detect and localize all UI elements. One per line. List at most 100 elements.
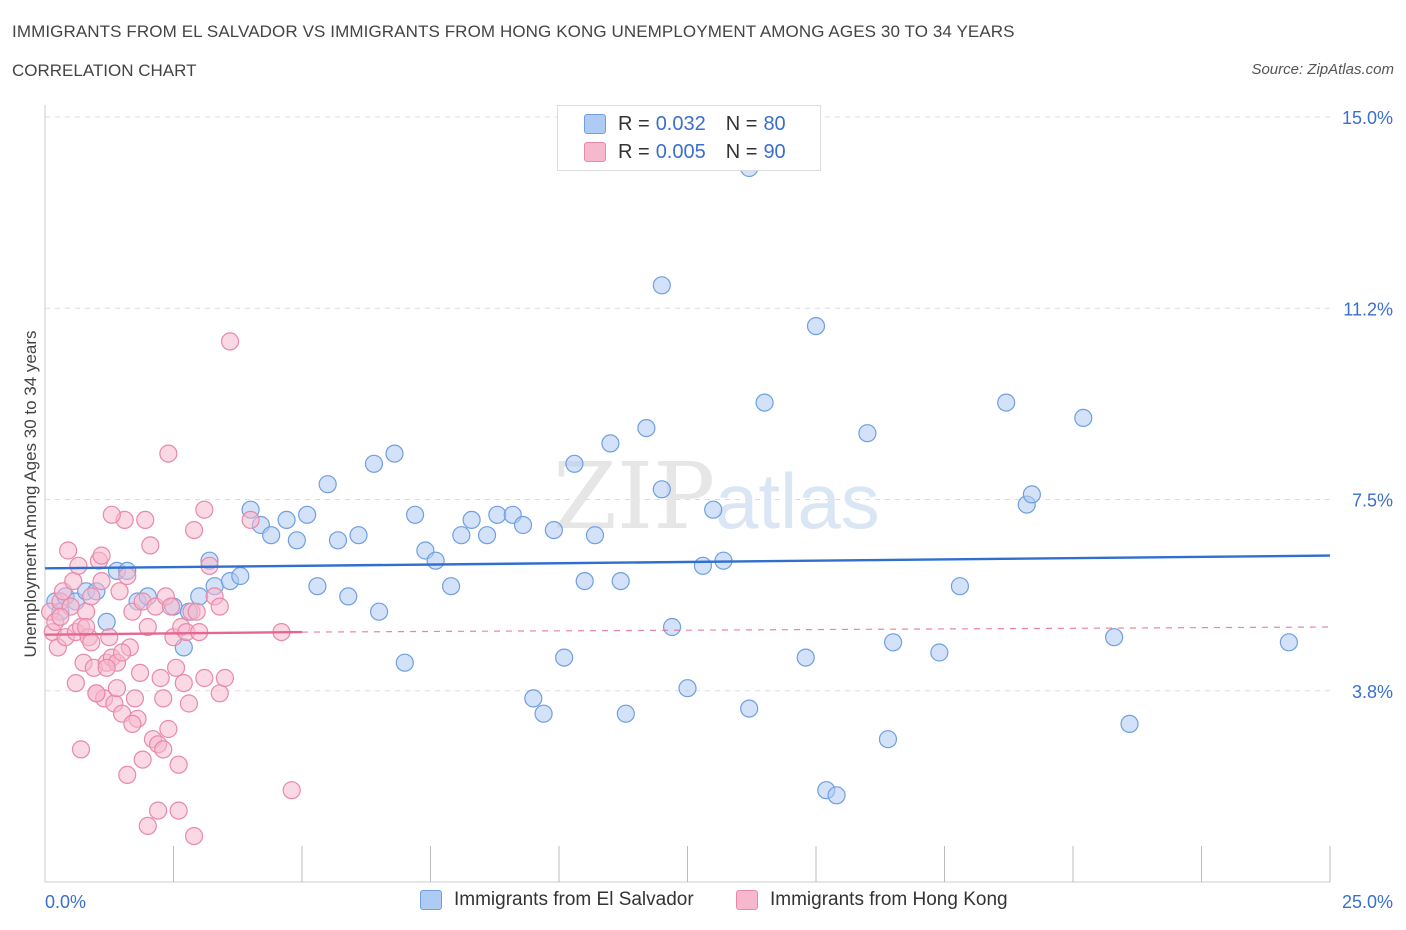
pink-data-point	[102, 505, 121, 524]
legend-swatch-blue	[420, 890, 442, 910]
blue-data-point	[555, 648, 574, 667]
pink-data-point	[159, 719, 178, 739]
blue-data-point	[575, 571, 594, 591]
pink-data-point	[66, 673, 85, 693]
blue-data-point	[97, 612, 116, 632]
n-value: 90	[763, 140, 786, 163]
pink-data-point	[161, 597, 181, 616]
pink-data-point	[69, 556, 88, 575]
blue-data-point	[652, 276, 671, 295]
x-tick-label: 0.0%	[45, 892, 86, 912]
blue-data-point	[652, 480, 671, 499]
pink-data-point	[166, 658, 186, 677]
n-label: N =	[725, 112, 758, 135]
blue-data-point	[534, 704, 553, 723]
pink-data-point	[118, 566, 137, 586]
blue-data-point	[395, 653, 414, 672]
blue-data-point	[585, 526, 605, 545]
pink-data-point	[51, 607, 70, 626]
blue-data-point	[1022, 485, 1041, 504]
blue-data-point	[477, 526, 497, 545]
blue-data-point	[616, 704, 635, 723]
blue-data-point	[565, 454, 584, 473]
pink-data-point	[187, 602, 206, 621]
pink-data-point	[282, 781, 301, 800]
legend-swatch-pink	[584, 142, 606, 162]
pink-data-point	[169, 755, 188, 774]
blue-data-point	[488, 505, 507, 524]
pink-data-point	[110, 582, 129, 601]
n-value: 80	[763, 112, 786, 135]
blue-data-point	[930, 643, 949, 662]
pink-data-point	[92, 546, 111, 565]
blue-data-point	[1279, 633, 1298, 652]
pink-data-point	[174, 673, 193, 693]
chart-title: IMMIGRANTS FROM EL SALVADOR VS IMMIGRANT…	[12, 22, 1015, 41]
blue-data-point	[349, 526, 368, 545]
r-value: 0.032	[655, 112, 706, 135]
blue-data-point	[364, 454, 384, 473]
blue-data-point	[462, 510, 481, 530]
blue-data-point	[544, 520, 563, 540]
blue-data-point	[878, 730, 898, 749]
pink-data-point	[215, 668, 234, 688]
blue-data-point	[827, 786, 846, 805]
blue-data-point	[298, 505, 317, 524]
y-tick-label: 11.2%	[1343, 299, 1393, 319]
blue-data-point	[262, 526, 281, 545]
blue-data-point	[704, 500, 723, 519]
pink-data-point	[210, 597, 229, 616]
pink-data-point	[77, 617, 96, 637]
blue-data-point	[858, 424, 877, 443]
y-tick-label: 3.8%	[1352, 682, 1393, 702]
blue-data-point	[513, 515, 533, 535]
pink-data-point	[59, 541, 78, 560]
pink-data-point	[151, 668, 170, 688]
blue-data-point	[601, 434, 620, 453]
pink-trend-line	[44, 630, 303, 636]
blue-data-point	[441, 577, 461, 596]
blue-data-point	[385, 444, 404, 463]
pink-data-point	[159, 444, 178, 463]
pink-data-point	[97, 658, 116, 677]
pink-data-point	[123, 714, 142, 734]
blue-data-point	[1074, 408, 1093, 427]
source-credit: Source: ZipAtlas.com	[1251, 61, 1394, 78]
pink-data-point	[184, 826, 204, 846]
tick-labels: 15.0% 11.2% 7.5% 3.8% 0.0% 25.0%	[45, 108, 1393, 912]
blue-data-point	[190, 587, 209, 606]
blue-data-point	[678, 679, 697, 698]
blue-data-point	[318, 475, 337, 494]
blue-data-point	[883, 633, 903, 652]
pink-data-point	[92, 571, 111, 591]
chart-subtitle: CORRELATION CHART	[12, 61, 197, 80]
legend-item-el-salvador: Immigrants from El Salvador	[420, 889, 694, 911]
blue-data-point	[524, 689, 543, 708]
blue-data-point	[1120, 714, 1139, 734]
legend-swatch-pink	[736, 890, 758, 910]
pink-data-point	[64, 571, 83, 591]
pink-data-point	[87, 684, 106, 703]
blue-data-point	[740, 699, 759, 718]
pink-data-point	[184, 520, 204, 540]
legend-item-hong-kong: Immigrants from Hong Kong	[736, 889, 1008, 911]
blue-data-point	[637, 419, 656, 438]
pink-data-point	[138, 617, 157, 637]
pink-data-point	[179, 694, 199, 713]
pink-data-point	[112, 643, 132, 662]
blue-data-point	[308, 577, 327, 596]
legend-label: Immigrants from El Salvador	[454, 889, 694, 910]
pink-data-point	[154, 740, 173, 759]
axes	[44, 105, 1331, 883]
pink-data-point	[82, 633, 101, 652]
blue-data-point	[452, 526, 471, 545]
pink-data-point	[107, 679, 127, 698]
stats-legend: R = 0.032 N = 80 R = 0.005 N = 90	[557, 105, 821, 171]
watermark-atlas: atlas	[715, 457, 880, 545]
blue-data-point	[339, 587, 358, 606]
y-tick-label: 7.5%	[1352, 491, 1393, 511]
pink-data-point	[169, 801, 188, 820]
pink-data-point	[148, 801, 168, 820]
blue-data-point	[693, 556, 713, 575]
